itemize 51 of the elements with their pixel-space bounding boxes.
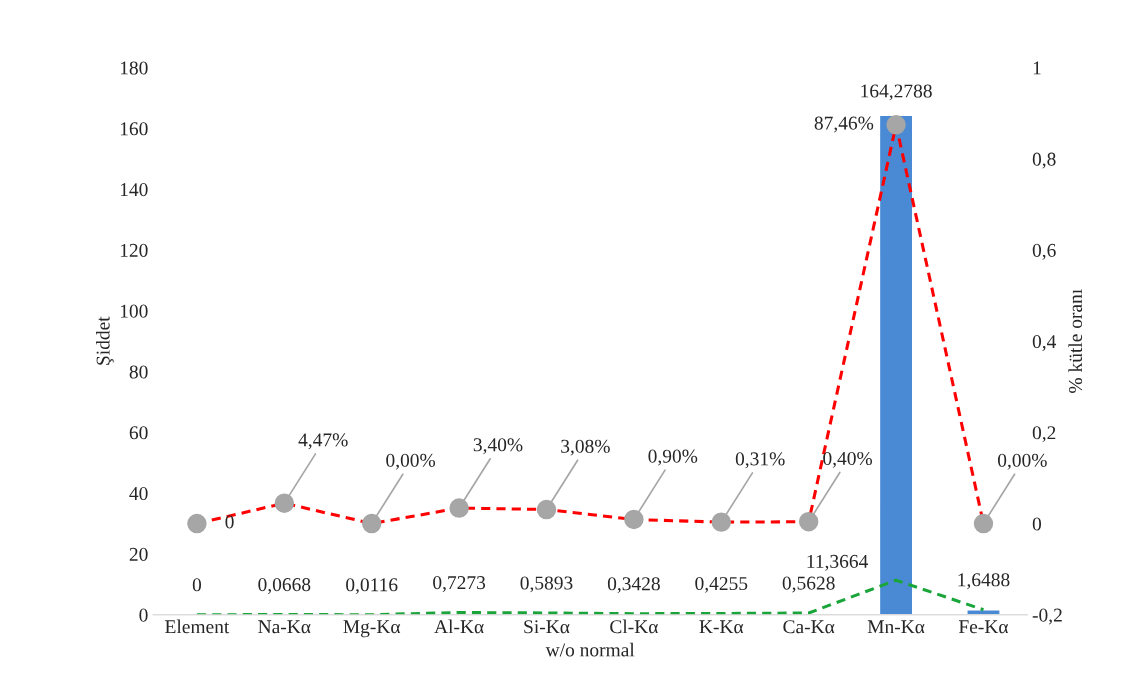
y2-tick-label: 0,8 [1032, 152, 1056, 169]
y-tick-label: 40 [129, 486, 148, 501]
x-axis-title: w/o normal [545, 642, 635, 657]
y2-tick-label: -0,2 [1032, 608, 1062, 625]
y2-axis-title: % kütle oranı [1068, 289, 1083, 393]
data-label: 3,08% [561, 439, 610, 456]
x-tick-label: Si-Kα [524, 620, 570, 634]
data-label: 0,00% [386, 453, 436, 470]
data-label: 0,7273 [433, 576, 486, 592]
y2-tick-label: 0,2 [1032, 426, 1056, 443]
data-label: 3,40% [473, 438, 523, 455]
x-tick-label: Mn-Kα [867, 620, 925, 634]
y-axis-title: Şiddet [96, 316, 114, 365]
data-label: 87,46% [814, 116, 874, 133]
y2-tick-label: 0 [1032, 517, 1042, 531]
data-label: 0,00% [998, 453, 1047, 470]
data-label: 0,4255 [695, 576, 748, 593]
data-label: 164,2788 [861, 84, 932, 101]
data-label: 0,3428 [607, 577, 660, 594]
x-tick-label: Cl-Kα [610, 619, 658, 634]
x-tick-label: Fe-Kα [958, 620, 1009, 634]
x-tick-label: Ca-Kα [783, 620, 835, 634]
data-label: 0 [192, 578, 202, 592]
data-label: 0,31% [735, 452, 785, 469]
data-label: 0,90% [648, 449, 698, 466]
data-label: 0,5893 [520, 576, 573, 593]
x-tick-label: K-Kα [699, 620, 744, 634]
data-label: 0 [225, 515, 234, 529]
x-tick-label: Na-Kα [258, 620, 311, 634]
data-label: 0,5628 [782, 576, 835, 593]
y2-tick-label: 1 [1033, 61, 1041, 75]
y-tick-label: 140 [120, 183, 148, 197]
y-tick-label: 60 [129, 426, 148, 440]
y-tick-label: 80 [129, 365, 148, 379]
y2-tick-label: 0,6 [1032, 243, 1056, 260]
x-tick-label: Al-Kα [434, 619, 484, 634]
data-label: 4,47% [298, 433, 348, 450]
data-label: 0,0668 [258, 578, 311, 594]
data-label: 1,6488 [958, 573, 1010, 590]
data-label: 0,0116 [346, 578, 398, 595]
data-label: 11,3664 [807, 554, 868, 571]
y-tick-label: 0 [139, 608, 148, 622]
y2-tick-label: 0,4 [1032, 335, 1057, 351]
y-tick-label: 20 [129, 547, 148, 561]
x-tick-label: Mg-Kα [343, 620, 401, 638]
y-tick-label: 180 [120, 61, 148, 75]
y-tick-label: 120 [120, 243, 148, 257]
y-tick-label: 100 [120, 304, 148, 318]
x-tick-label: Element [165, 619, 230, 634]
data-label: 0,40% [823, 451, 873, 468]
y-tick-label: 160 [120, 122, 148, 136]
